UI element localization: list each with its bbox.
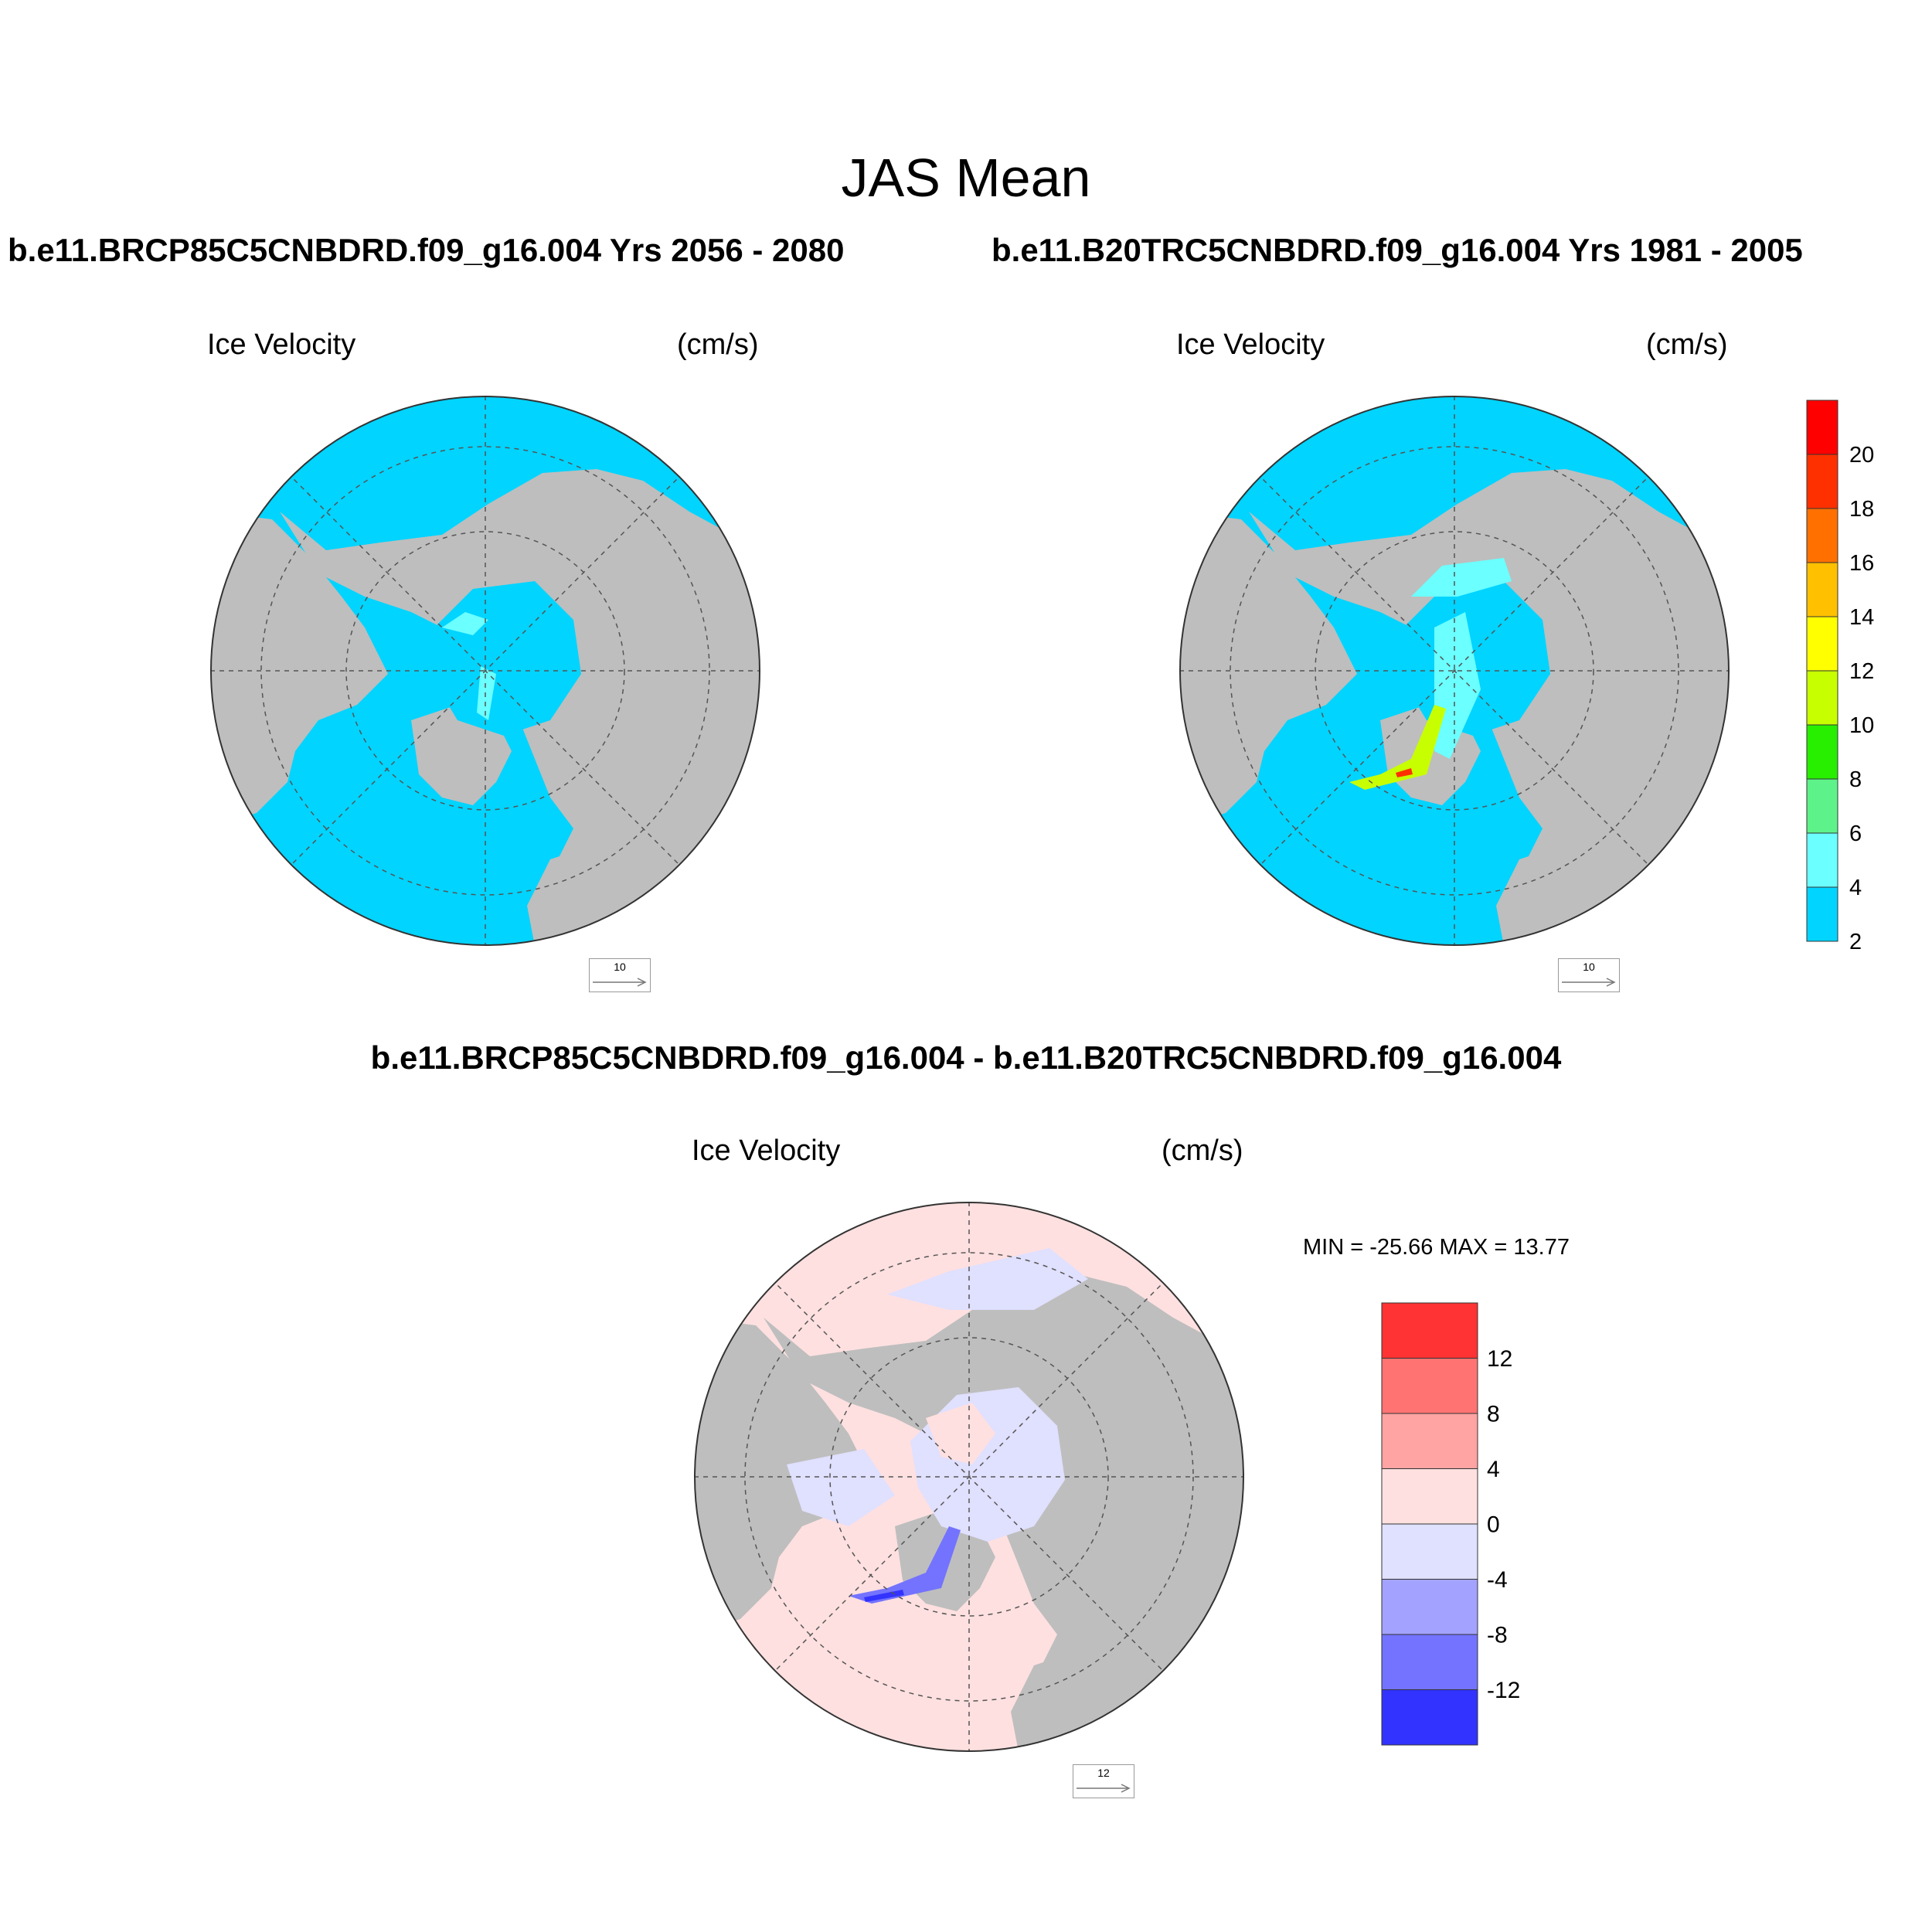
main-title: JAS Mean [841,148,1091,208]
parallel-60 [1315,531,1594,811]
parallel-30 [1230,446,1679,896]
meridian [1256,472,1653,869]
colorbar-label: 12 [1849,659,1874,684]
reference-vector-box: 10 [589,958,651,992]
minmax-label: MIN = -25.66 MAX = 13.77 [1303,1235,1570,1260]
parallel-30 [260,446,710,896]
colorbar-label: -12 [1487,1678,1520,1703]
arrow-icon [593,978,647,987]
colorbar-swatch [1806,616,1838,672]
colorbar-label: 8 [1849,767,1862,792]
colorbar-swatch [1381,1523,1478,1580]
colorbar-label: 18 [1849,497,1874,522]
arrow-icon [1562,978,1616,987]
colorbar-ice-velocity: 20 18 16 14 12 10 8 6 4 2 [1806,400,1874,954]
parallel-60 [345,531,625,811]
colorbar-swatch [1381,1302,1478,1359]
colorbar-label: 12 [1487,1346,1512,1372]
colorbar-swatch [1381,1579,1478,1635]
panel3-subtitle: b.e11.BRCP85C5CNBDRD.f09_g16.004 - b.e11… [370,1039,1562,1076]
colorbar-label: 4 [1487,1457,1500,1482]
panel1-units-label: (cm/s) [677,328,759,361]
colorbar-label: 0 [1487,1512,1500,1538]
polar-map-rcp85 [210,396,760,946]
colorbar-label: 16 [1849,551,1874,576]
colorbar-label: 2 [1849,930,1862,954]
colorbar-label: 8 [1487,1402,1500,1427]
map-border [1179,396,1730,946]
polar-map-difference [694,1202,1244,1752]
fram-strait-negative [849,1526,961,1604]
colorbar-swatch [1806,454,1838,509]
panel3-left-label: Ice Velocity [692,1134,841,1167]
colorbar-label: 4 [1849,876,1862,900]
meridian [287,472,684,869]
colorbar-swatch [1806,778,1838,834]
reference-vector-label: 10 [614,961,626,973]
map-border [694,1202,1244,1752]
colorbar-swatch [1381,1358,1478,1414]
colorbar-label: 10 [1849,713,1874,738]
reference-vector-box: 12 [1073,1764,1134,1798]
colorbar-swatch [1806,724,1838,780]
reference-vector-box: 10 [1558,958,1620,992]
fram-strait-peak [1396,768,1413,777]
parallel-30 [744,1252,1194,1702]
colorbar-swatch [1381,1468,1478,1525]
colorbar-swatch [1381,1413,1478,1469]
polar-map-historical [1179,396,1730,946]
panel3-units-label: (cm/s) [1162,1134,1243,1167]
reference-vector-label: 10 [1583,961,1595,973]
panel1-subtitle: b.e11.BRCP85C5CNBDRD.f09_g16.004 Yrs 205… [8,232,845,268]
colorbar-label: -4 [1487,1567,1508,1593]
arrow-icon [1077,1784,1131,1793]
colorbar-difference: 12 8 4 0 -4 -8 -12 [1381,1302,1520,1746]
colorbar-swatch [1806,400,1838,455]
colorbar-swatch [1806,562,1838,617]
panel2-subtitle: b.e11.B20TRC5CNBDRD.f09_g16.004 Yrs 1981… [992,232,1803,268]
colorbar-swatch [1381,1634,1478,1690]
negative-diff-region [787,1248,1088,1542]
land-americas [1180,512,1357,828]
fram-strait-high [1349,705,1446,790]
colorbar-swatch [1806,508,1838,563]
land-americas [211,512,388,828]
panel1-left-label: Ice Velocity [207,328,356,361]
positive-diff-center [926,1403,995,1464]
colorbar-swatch [1806,832,1838,888]
colorbar-label: 14 [1849,605,1874,630]
parallel-60 [829,1337,1109,1617]
colorbar-swatch [1806,886,1838,942]
land-americas [695,1318,872,1634]
reference-vector-label: 12 [1097,1767,1110,1779]
colorbar-label: 6 [1849,821,1862,846]
panel2-left-label: Ice Velocity [1176,328,1325,361]
panel2-units-label: (cm/s) [1646,328,1728,361]
colorbar-swatch [1806,670,1838,726]
colorbar-label: 20 [1849,443,1874,468]
velocity-band [442,612,496,720]
colorbar-swatch [1381,1689,1478,1746]
map-border [210,396,760,946]
meridian [770,1278,1168,1675]
colorbar-label: -8 [1487,1623,1508,1648]
fram-strait-strong-negative [864,1590,904,1602]
